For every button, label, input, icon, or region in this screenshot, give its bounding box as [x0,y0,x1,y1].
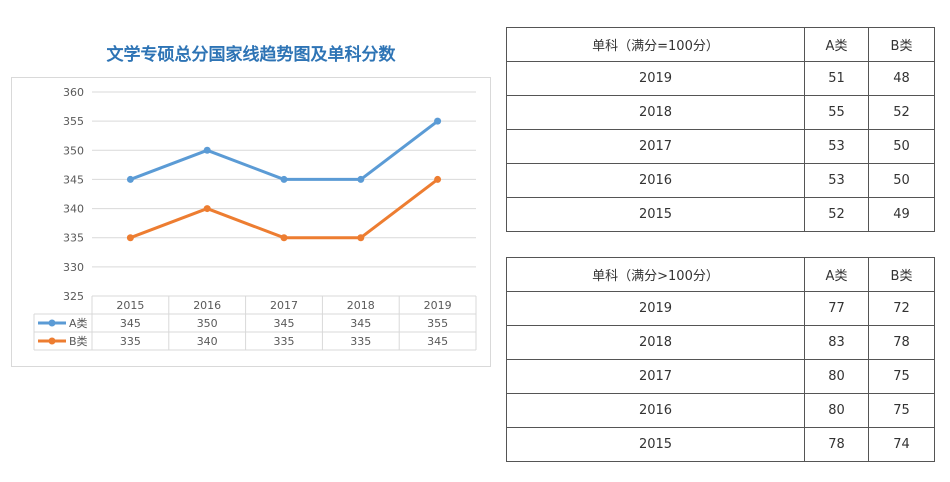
y-tick-label: 340 [63,203,84,216]
header-cell: B类 [868,257,935,292]
legend-label: A类 [69,316,88,330]
score-cell: 83 [804,325,869,360]
data-point [434,117,442,125]
header-cell: 单科（满分>100分） [506,257,805,292]
data-point [357,234,365,242]
score-cell: 77 [804,291,869,326]
score-cell: 52 [804,197,869,232]
data-point [280,175,288,183]
score-cell: 80 [804,359,869,394]
score-cell: 50 [868,129,935,164]
year-cell: 2015 [506,427,805,462]
table-row: 2015 78 74 [506,427,935,462]
data-point [203,205,211,213]
score-cell: 53 [804,163,869,198]
score-cell: 75 [868,393,935,428]
score-cell: 72 [868,291,935,326]
data-table-value: 345 [120,317,141,330]
data-point [203,146,211,154]
header-cell: A类 [804,257,869,292]
x-tick-label: 2018 [347,299,375,312]
year-cell: 2019 [506,61,805,96]
table-header-row: 单科（满分>100分） A类 B类 [506,257,935,292]
data-point [280,234,288,242]
legend-label: B类 [69,334,88,348]
line-chart: 325 330 335 340 345 350 355 360 2015 2016 2017 2018… [11,77,491,367]
table-row: 2016 80 75 [506,393,935,428]
score-cell: 48 [868,61,935,96]
year-cell: 2019 [506,291,805,326]
score-cell: 78 [868,325,935,360]
year-cell: 2016 [506,163,805,198]
table-row: 2016 53 50 [506,163,935,198]
legend-key-marker [48,319,56,327]
table-row: 2018 55 52 [506,95,935,130]
chart-canvas: 325 330 335 340 345 350 355 360 2015 2016 2017 2018… [33,86,477,351]
score-cell: 74 [868,427,935,462]
data-table-value: 345 [350,317,371,330]
table-row: 2015 52 49 [506,197,935,232]
data-table-value: 345 [427,335,448,348]
y-tick-label: 360 [63,86,84,99]
score-table-100: 单科（满分=100分） A类 B类 2019 51 48 2018 55 52 … [506,27,935,232]
score-cell: 49 [868,197,935,232]
year-cell: 2015 [506,197,805,232]
y-tick-label: 330 [63,261,84,274]
score-cell: 55 [804,95,869,130]
score-cell: 78 [804,427,869,462]
x-tick-label: 2017 [270,299,298,312]
y-tick-label: 350 [63,144,84,157]
header-cell: B类 [868,27,935,62]
data-point [126,175,134,183]
header-cell: 单科（满分=100分） [506,27,805,62]
score-cell: 80 [804,393,869,428]
table-row: 2017 80 75 [506,359,935,394]
data-table-value: 350 [197,317,218,330]
data-table-value: 340 [197,335,218,348]
table-row: 2018 83 78 [506,325,935,360]
score-cell: 53 [804,129,869,164]
table-header-row: 单科（满分=100分） A类 B类 [506,27,935,62]
data-point [434,175,442,183]
data-point [357,175,365,183]
data-table-value: 335 [274,335,295,348]
x-tick-label: 2015 [116,299,144,312]
score-cell: 75 [868,359,935,394]
x-tick-label: 2019 [424,299,452,312]
chart-title: 文学专硕总分国家线趋势图及单科分数 [106,45,396,65]
legend-key-marker [48,337,56,345]
score-cell: 52 [868,95,935,130]
year-cell: 2018 [506,95,805,130]
header-cell: A类 [804,27,869,62]
score-cell: 51 [804,61,869,96]
score-table-over-100: 单科（满分>100分） A类 B类 2019 77 72 2018 83 78 … [506,257,935,462]
y-tick-label: 345 [63,173,84,186]
year-cell: 2018 [506,325,805,360]
year-cell: 2017 [506,129,805,164]
score-cell: 50 [868,163,935,198]
y-tick-label: 335 [63,232,84,245]
data-table-value: 335 [350,335,371,348]
year-cell: 2017 [506,359,805,394]
data-table-value: 335 [120,335,141,348]
year-cell: 2016 [506,393,805,428]
data-table-value: 355 [427,317,448,330]
data-table-value: 345 [274,317,295,330]
table-row: 2019 77 72 [506,291,935,326]
table-row: 2017 53 50 [506,129,935,164]
x-tick-label: 2016 [193,299,221,312]
table-row: 2019 51 48 [506,61,935,96]
y-tick-label: 325 [63,290,84,303]
y-tick-label: 355 [63,115,84,128]
data-point [126,234,134,242]
